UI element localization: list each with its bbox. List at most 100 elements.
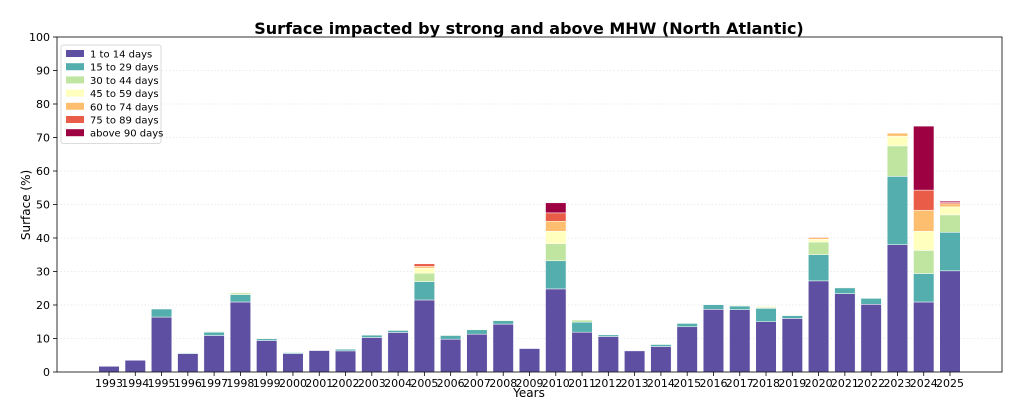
bar-segment-2025-1 bbox=[939, 232, 961, 272]
bar-segment-1997-2 bbox=[203, 331, 225, 333]
x-tick-label: 2003 bbox=[358, 377, 386, 390]
x-tick-label: 2011 bbox=[568, 377, 596, 390]
bar-segment-2020-3 bbox=[808, 239, 830, 243]
bar-segment-2015-1 bbox=[676, 323, 698, 328]
x-tick-label: 1997 bbox=[200, 377, 228, 390]
x-tick-label: 1993 bbox=[95, 377, 123, 390]
bar-segment-2004-0 bbox=[387, 332, 409, 373]
y-tick-label: 50 bbox=[36, 199, 50, 212]
x-tick-label: 2019 bbox=[778, 377, 806, 390]
bar-segment-2010-1 bbox=[545, 260, 567, 290]
bar-segment-2000-0 bbox=[282, 353, 304, 373]
bar-segment-1995-0 bbox=[151, 316, 173, 373]
bar-segment-2025-6 bbox=[939, 200, 961, 203]
bar-segment-1998-0 bbox=[229, 301, 251, 373]
bar-segment-2010-5 bbox=[545, 212, 567, 222]
bar-segment-2011-0 bbox=[571, 331, 593, 373]
y-tick-label: 40 bbox=[36, 232, 50, 245]
bar-segment-2020-2 bbox=[808, 241, 830, 256]
bar-segment-2014-0 bbox=[650, 346, 672, 373]
bar-segment-2002-1 bbox=[335, 348, 357, 352]
x-tick-label: 2021 bbox=[831, 377, 859, 390]
x-tick-label: 1994 bbox=[121, 377, 149, 390]
x-tick-label: 2024 bbox=[910, 377, 938, 390]
bar-segment-2019-0 bbox=[781, 318, 803, 373]
bar-segment-2010-6 bbox=[545, 202, 567, 214]
x-tick-label: 2020 bbox=[805, 377, 833, 390]
x-tick-label: 2000 bbox=[279, 377, 307, 390]
bar-segment-1998-2 bbox=[229, 292, 251, 295]
x-tick-label: 2017 bbox=[726, 377, 754, 390]
bar-segment-2007-1 bbox=[466, 329, 488, 335]
x-tick-label: 2013 bbox=[621, 377, 649, 390]
bar-segment-2006-2 bbox=[440, 334, 462, 336]
bar-segment-2009-0 bbox=[519, 348, 540, 373]
bar-segment-2010-0 bbox=[545, 288, 567, 373]
x-tick-label: 2006 bbox=[437, 377, 465, 390]
legend-swatch bbox=[66, 129, 84, 137]
x-tick-label: 2015 bbox=[673, 377, 701, 390]
legend-label: 15 to 29 days bbox=[90, 63, 159, 74]
x-tick-label: 2005 bbox=[410, 377, 438, 390]
bar-segment-2006-1 bbox=[440, 335, 462, 340]
x-tick-label: 2007 bbox=[463, 377, 491, 390]
legend-label: above 90 days bbox=[90, 129, 163, 140]
bar-segment-2016-0 bbox=[702, 309, 724, 373]
bar-segment-2011-2 bbox=[571, 319, 593, 323]
legend: 1 to 14 days 15 to 29 days 30 to 44 days 45… bbox=[60, 44, 163, 144]
legend-box bbox=[60, 44, 162, 144]
bar-segment-2016-1 bbox=[702, 304, 724, 310]
legend-label: 1 to 14 days bbox=[90, 50, 152, 61]
bar-segment-2024-4 bbox=[913, 209, 935, 232]
bar-segment-1999-1 bbox=[256, 338, 278, 341]
bar-segment-2020-4 bbox=[808, 237, 830, 240]
bar-segment-2005-2 bbox=[413, 272, 435, 282]
bar-segment-2018-0 bbox=[755, 321, 777, 373]
bar-segment-2008-1 bbox=[492, 320, 514, 325]
bar-segment-2025-4 bbox=[939, 203, 961, 208]
y-axis-label: Surface (%) bbox=[19, 170, 33, 240]
bar-segment-2025-2 bbox=[939, 214, 961, 233]
bar-segment-1996-0 bbox=[177, 353, 199, 373]
bar-segment-2022-1 bbox=[860, 298, 882, 305]
x-tick-label: 1995 bbox=[148, 377, 176, 390]
bar-segment-2013-0 bbox=[624, 350, 646, 373]
x-tick-label: 2010 bbox=[542, 377, 570, 390]
x-tick-label: 2018 bbox=[752, 377, 780, 390]
bar-segment-1995-1 bbox=[151, 308, 173, 318]
bar-segment-1993-0 bbox=[98, 366, 120, 373]
bar-segment-2005-1 bbox=[413, 281, 435, 301]
bar-segment-2024-6 bbox=[913, 125, 935, 191]
bars bbox=[98, 125, 961, 373]
bar-segment-2023-1 bbox=[886, 176, 908, 245]
y-tick-label: 10 bbox=[36, 333, 50, 346]
x-tick-label: 2022 bbox=[857, 377, 885, 390]
bar-segment-2025-0 bbox=[939, 270, 961, 373]
y-tick-label: 90 bbox=[36, 65, 50, 78]
bar-segment-2008-0 bbox=[492, 323, 514, 373]
x-tick-label: 2002 bbox=[332, 377, 360, 390]
bar-segment-1997-0 bbox=[203, 335, 225, 373]
y-tick-label: 70 bbox=[36, 132, 50, 145]
x-tick-label: 2012 bbox=[594, 377, 622, 390]
bar-segment-2008-2 bbox=[492, 319, 514, 321]
x-tick-label: 1999 bbox=[253, 377, 281, 390]
bar-segment-1998-1 bbox=[229, 294, 251, 303]
bar-segment-2019-2 bbox=[781, 314, 803, 316]
bar-segment-2010-3 bbox=[545, 231, 567, 244]
bar-segment-2020-1 bbox=[808, 254, 830, 282]
bar-segment-2012-0 bbox=[597, 336, 619, 373]
legend-label: 45 to 59 days bbox=[90, 89, 159, 100]
y-tick-label: 80 bbox=[36, 98, 50, 111]
bar-segment-2001-0 bbox=[308, 350, 330, 373]
legend-swatch bbox=[66, 50, 84, 57]
x-tick-label: 2004 bbox=[384, 377, 412, 390]
bar-segment-2002-0 bbox=[335, 350, 357, 373]
bar-segment-2005-5 bbox=[413, 263, 435, 267]
y-tick-label: 60 bbox=[36, 165, 50, 178]
bar-segment-1996-1 bbox=[177, 352, 199, 354]
y-tick-label: 20 bbox=[36, 299, 50, 312]
bar-segment-2023-4 bbox=[886, 132, 908, 137]
chart-title: Surface impacted by strong and above MHW… bbox=[254, 19, 803, 38]
